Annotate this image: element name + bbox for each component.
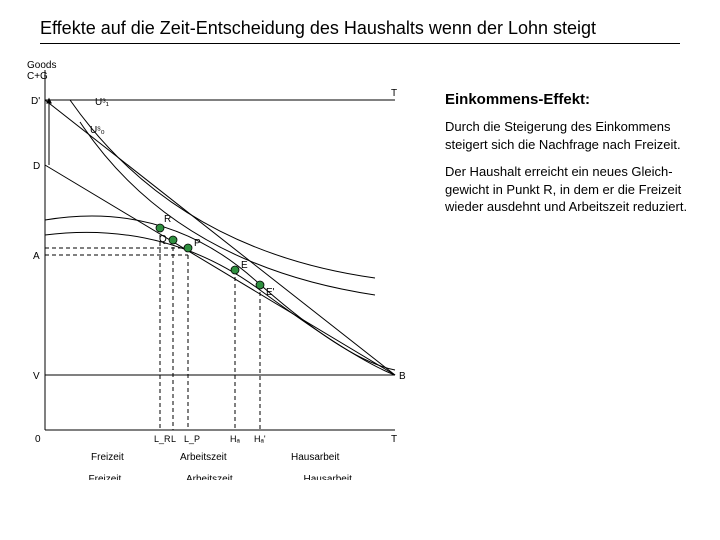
svg-text:L_P: L_P [184,434,200,444]
svg-text:Arbeitszeit: Arbeitszeit [186,474,233,480]
page-title: Effekte auf die Zeit-Entscheidung des Ha… [40,18,680,44]
svg-text:B: B [399,371,406,382]
svg-text:Q: Q [159,234,167,245]
side-heading: Einkommens-Effekt: [445,90,705,110]
svg-text:Hausarbeit: Hausarbeit [291,452,340,463]
svg-text:Freizeit: Freizeit [91,452,124,463]
svg-text:T: T [391,434,397,445]
svg-text:D: D [33,161,40,172]
svg-text:Hausarbeit: Hausarbeit [304,474,353,480]
svg-text:0: 0 [35,434,41,445]
svg-text:T: T [391,88,397,99]
svg-text:V: V [33,371,40,382]
svg-text:C+G: C+G [27,71,48,82]
side-p1: Durch die Steigerung des Einkommens stei… [445,118,705,153]
chart-svg: GoodsC+G D' D A V 0 T T B Uˢ₁ Uˢ₀ RQ P E E' L_RL L_P Hₐ Hₐ… [25,60,415,480]
svg-text:Arbeitszeit: Arbeitszeit [180,452,227,463]
side-p2: Der Haushalt erreicht ein neues Gleich­g… [445,163,705,216]
svg-text:Uˢ₀: Uˢ₀ [90,125,105,136]
svg-text:A: A [33,251,40,262]
svg-text:Freizeit: Freizeit [89,474,122,480]
svg-text:R: R [164,214,171,225]
svg-text:Hₐ': Hₐ' [254,434,266,444]
svg-text:D': D' [31,96,40,107]
svg-text:L: L [171,434,176,444]
svg-text:P: P [194,238,201,249]
svg-text:Goods: Goods [27,60,56,71]
svg-text:L_R: L_R [154,434,171,444]
diagram-container: GoodsC+G D' D A V 0 T T B Uˢ₁ Uˢ₀ RQ P E E' L_RL L_P Hₐ Hₐ… [25,60,415,480]
svg-text:E': E' [266,287,275,298]
svg-text:Uˢ₁: Uˢ₁ [95,97,110,108]
svg-text:Hₐ: Hₐ [230,434,240,444]
svg-text:E: E [241,260,248,271]
explanation-panel: Einkommens-Effekt: Durch die Steigerung … [445,90,705,226]
